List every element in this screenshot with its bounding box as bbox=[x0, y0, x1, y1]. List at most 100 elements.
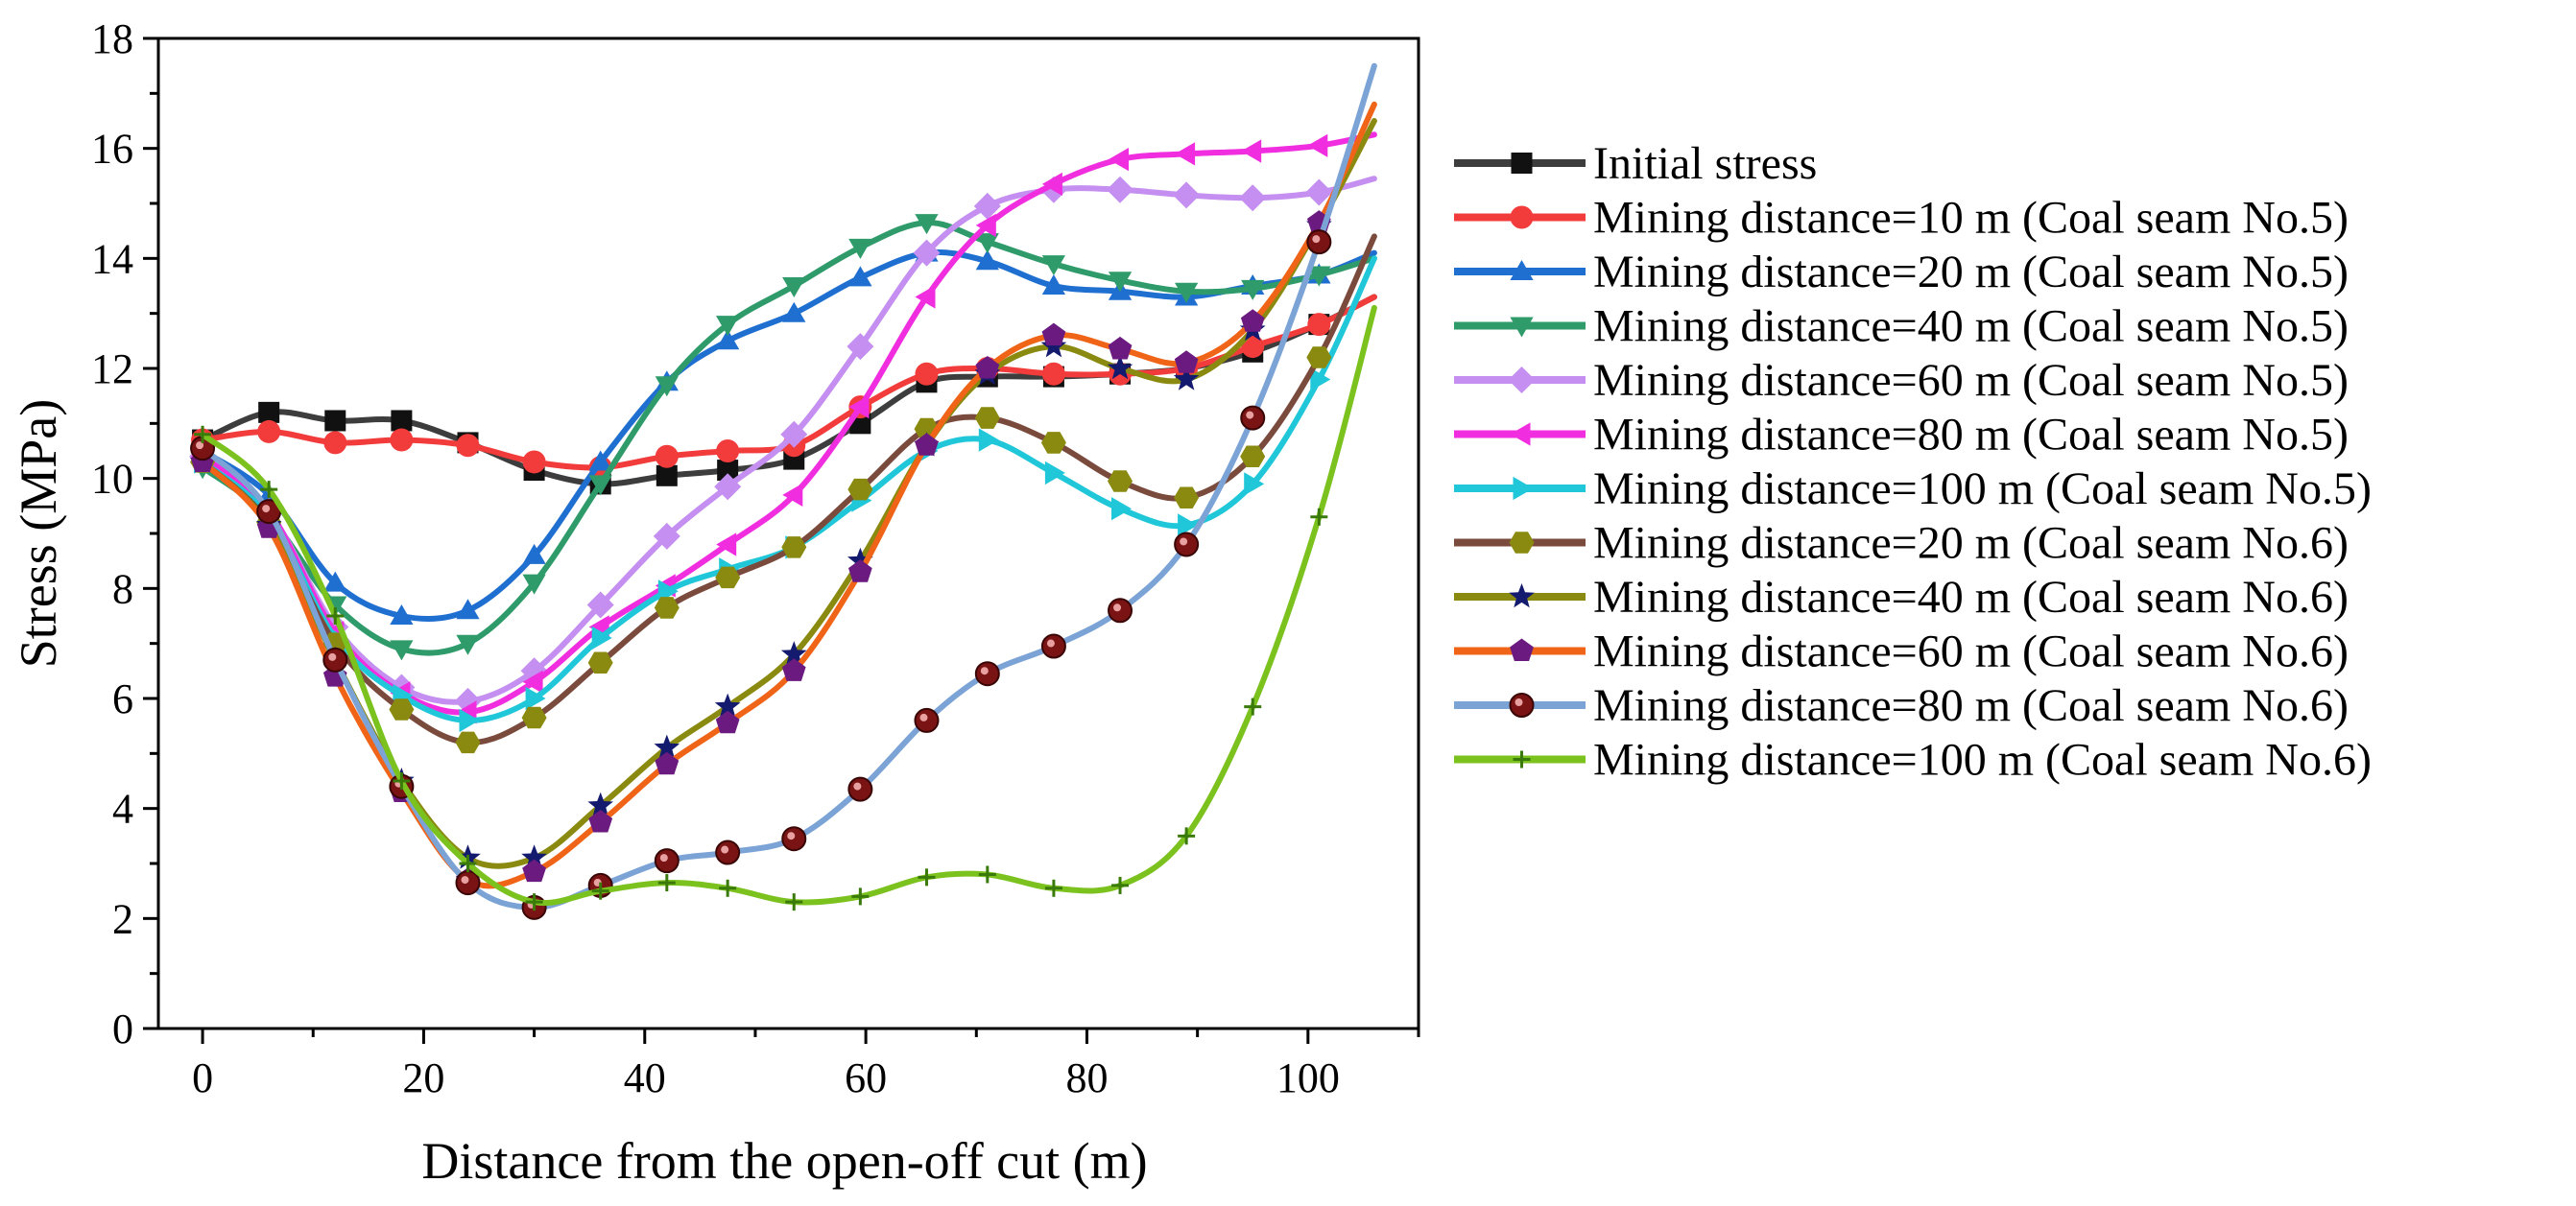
series-10-point-6 bbox=[522, 859, 546, 883]
series-10-point-9 bbox=[715, 710, 740, 734]
legend-marker-4 bbox=[1510, 317, 1534, 338]
series-1-point-3 bbox=[324, 410, 346, 432]
series-12-point-3 bbox=[326, 607, 345, 625]
series-4-point-18 bbox=[1307, 266, 1331, 287]
legend-label-8: Mining distance=20 m (Coal seam No.6) bbox=[1593, 518, 2349, 569]
legend-marker-1 bbox=[1511, 153, 1533, 174]
series-12-point-16 bbox=[1178, 827, 1196, 845]
y-tick-label-5: 8 bbox=[112, 565, 133, 612]
series-12-point-10 bbox=[785, 893, 803, 911]
series-2-point-14 bbox=[1041, 362, 1065, 386]
series-3-point-11 bbox=[848, 266, 872, 287]
series-10-point-14 bbox=[1041, 322, 1066, 346]
series-4-point-8 bbox=[655, 376, 679, 397]
series-9-point-7 bbox=[587, 792, 613, 817]
series-8-point-15 bbox=[1108, 470, 1133, 492]
legend-label-10: Mining distance=60 m (Coal seam No.6) bbox=[1593, 627, 2349, 677]
series-12-point-15 bbox=[1111, 876, 1130, 894]
series-3-point-5 bbox=[456, 599, 480, 620]
legend-marker-6 bbox=[1510, 422, 1531, 446]
x-tick-label-3: 40 bbox=[624, 1054, 666, 1101]
x-tick-label-4: 60 bbox=[845, 1054, 887, 1101]
series-10-point-8 bbox=[655, 751, 680, 775]
series-12-point-11 bbox=[851, 887, 870, 906]
series-10-point-7 bbox=[588, 810, 613, 833]
series-7-point-16 bbox=[1178, 513, 1199, 537]
series-10-point-11 bbox=[848, 559, 872, 582]
legend-label-6: Mining distance=80 m (Coal seam No.5) bbox=[1593, 410, 2349, 461]
series-12-point-12 bbox=[918, 868, 936, 887]
plot-area bbox=[189, 62, 1377, 920]
series-11-point-11 bbox=[847, 776, 873, 802]
series-3-line bbox=[200, 248, 1377, 623]
series-10-point-16 bbox=[1174, 350, 1199, 373]
series-11-point-12 bbox=[914, 707, 940, 733]
series-6-line bbox=[200, 131, 1377, 716]
series-4-point-15 bbox=[1108, 272, 1133, 293]
legend-label-4: Mining distance=40 m (Coal seam No.5) bbox=[1593, 301, 2349, 352]
legend-label-7: Mining distance=100 m (Coal seam No.5) bbox=[1593, 463, 2372, 514]
legend-item-11: Mining distance=80 m (Coal seam No.6) bbox=[1454, 680, 2349, 731]
series-12-point-9 bbox=[719, 879, 737, 897]
series-2-point-3 bbox=[323, 431, 347, 455]
series-6-point-14 bbox=[1041, 172, 1062, 197]
series-6-point-17 bbox=[1241, 139, 1262, 163]
series-1-point-4 bbox=[391, 410, 413, 432]
x-tick-label-1: 0 bbox=[192, 1054, 213, 1101]
series-7-point-17 bbox=[1244, 472, 1265, 496]
series-12-point-5 bbox=[459, 855, 477, 872]
series-12-point-7 bbox=[591, 882, 609, 900]
series-9-point-16 bbox=[1173, 366, 1200, 390]
y-tick-label-8: 14 bbox=[91, 235, 133, 282]
series-3-point-6 bbox=[522, 543, 546, 564]
series-11-point-13 bbox=[974, 661, 1000, 687]
series-10-point-12 bbox=[915, 433, 939, 456]
series-4-point-14 bbox=[1041, 255, 1065, 276]
y-tick-label-10: 18 bbox=[91, 15, 133, 62]
series-12-point-8 bbox=[657, 874, 676, 892]
series-9-point-9 bbox=[714, 693, 741, 718]
y-tick-label-3: 4 bbox=[112, 786, 133, 833]
legend-label-5: Mining distance=60 m (Coal seam No.5) bbox=[1593, 355, 2349, 406]
series-4-point-6 bbox=[522, 574, 546, 595]
y-tick-label-6: 10 bbox=[91, 456, 133, 503]
series-2-point-5 bbox=[456, 434, 480, 458]
series-4-point-4 bbox=[390, 640, 414, 661]
series-5-point-10 bbox=[780, 420, 808, 448]
series-4-point-16 bbox=[1175, 282, 1199, 303]
series-9-point-10 bbox=[780, 641, 807, 666]
series-8-point-18 bbox=[1306, 346, 1332, 368]
series-1 bbox=[192, 294, 1377, 495]
legend-marker-7 bbox=[1513, 476, 1534, 501]
series-5-point-15 bbox=[1107, 176, 1133, 203]
y-axis-title: Stress (MPa) bbox=[10, 399, 67, 669]
series-11-point-18 bbox=[1306, 229, 1332, 255]
series-1-point-8 bbox=[656, 464, 678, 486]
series-2-point-4 bbox=[390, 428, 414, 452]
series-8-point-11 bbox=[847, 478, 873, 501]
legend-marker-9 bbox=[1509, 583, 1535, 608]
series-7-point-13 bbox=[978, 428, 999, 452]
series-11-line bbox=[200, 62, 1377, 910]
series-4-point-9 bbox=[716, 316, 740, 337]
series-2-point-12 bbox=[915, 362, 939, 386]
series-3-point-13 bbox=[975, 249, 999, 271]
series-8-point-6 bbox=[521, 706, 547, 729]
series-10-point-13 bbox=[975, 356, 1000, 379]
series-11 bbox=[190, 62, 1377, 920]
x-tick-label-5: 80 bbox=[1065, 1054, 1108, 1101]
series-2-point-18 bbox=[1307, 313, 1331, 337]
axes: 0 20 40 60 80 100 0 2 4 6 8 10 12 14 16 18 Distance from… bbox=[10, 15, 1420, 1190]
series-5-point-8 bbox=[653, 522, 680, 550]
series-6-point-12 bbox=[915, 285, 936, 309]
series-10-point-10 bbox=[781, 658, 806, 681]
series-11-point-14 bbox=[1040, 633, 1066, 659]
x-tick-label-2: 20 bbox=[402, 1054, 444, 1101]
series-9-point-6 bbox=[521, 844, 547, 869]
series-12-point-1 bbox=[194, 425, 212, 443]
legend-label-3: Mining distance=20 m (Coal seam No.5) bbox=[1593, 247, 2349, 297]
y-tick-label-1: 0 bbox=[112, 1005, 133, 1052]
series-6-point-10 bbox=[782, 483, 803, 507]
series-4-point-17 bbox=[1241, 279, 1265, 300]
series-11-point-9 bbox=[715, 839, 741, 865]
